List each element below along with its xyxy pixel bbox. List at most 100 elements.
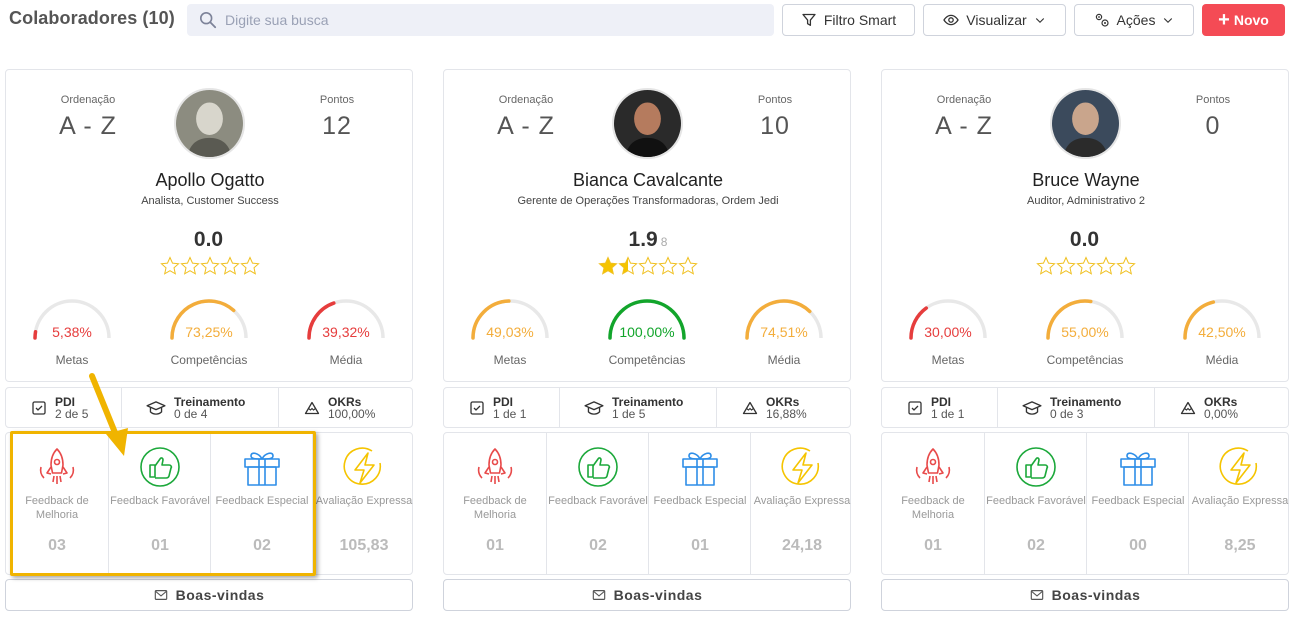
competencies-label: Competências [608,353,686,367]
progress-summary: PDI 2 de 5 Treinamento 0 de 4 OKRs 100,00% [5,387,413,428]
gauge-fill [170,299,236,340]
express-evaluation-tile[interactable]: Avaliação Expressa 24,18 [750,433,852,574]
card-summary[interactable]: Ordenação A - Z Pontos 10 Bianca Cavalca… [443,69,851,382]
favorable-feedback-tile[interactable]: Feedback Favorável 02 [984,433,1086,574]
okrs-value: 0,00% [1204,406,1239,421]
express-evaluation-score: 105,83 [339,537,389,554]
top-bar: Colaboradores (10) Filtro Smart Visualiz… [0,0,1289,40]
employee-name[interactable]: Bianca Cavalcante [572,170,724,190]
ordering-value: A - Z [935,112,993,140]
avatar-image [614,90,681,157]
average-percent: 74,51% [760,324,808,340]
employee-name[interactable]: Apollo Ogatto [155,170,265,190]
search-box[interactable] [187,4,774,36]
training-cell[interactable]: Treinamento 0 de 3 [997,388,1154,427]
pdi-cell[interactable]: PDI 1 de 1 [444,388,559,427]
gauge-track [33,299,111,339]
new-label: Novo [1233,12,1269,28]
mountain-icon [1180,401,1196,414]
employee-role: Auditor, Administrativo 2 [1026,195,1145,207]
chevron-down-icon [1035,18,1044,24]
improvement-feedback-tile[interactable]: Feedback de Melhoria 03 [6,433,108,574]
thumbs-up-icon [1016,447,1056,487]
okrs-cell[interactable]: OKRs 16,88% [716,388,850,427]
envelope-icon [1030,590,1043,600]
points-label: Pontos [757,94,793,106]
employee-name[interactable]: Bruce Wayne [1032,170,1140,190]
training-cell[interactable]: Treinamento 1 de 5 [559,388,716,427]
goals-percent: 30,00% [924,324,972,340]
star-icon [618,256,638,275]
card-summary[interactable]: Ordenação A - Z Pontos 0 Bruce Wayne Aud… [881,69,1289,382]
checkbox-icon [32,400,46,415]
average-label: Média [329,353,363,367]
welcome-button[interactable]: Boas-vindas [5,579,413,611]
chevron-down-icon [1164,18,1173,24]
improvement-feedback-tile[interactable]: Feedback de Melhoria 01 [882,433,984,574]
avatar-image [1052,90,1119,157]
smart-filter-button[interactable]: Filtro Smart [782,4,915,36]
favorable-feedback-tile[interactable]: Feedback Favorável 01 [108,433,210,574]
average-gauge[interactable]: 42,50% Média [1179,295,1265,370]
express-evaluation-tile[interactable]: Avaliação Expressa 105,83 [312,433,414,574]
thumbs-up-icon [578,447,618,487]
star-icon [1036,256,1056,275]
star-icon [1056,256,1076,275]
pdi-cell[interactable]: PDI 2 de 5 [6,388,121,427]
goals-gauge[interactable]: 49,03% Metas [467,295,553,370]
average-gauge[interactable]: 74,51% Média [741,295,827,370]
ordering-label: Ordenação [60,94,116,106]
goals-gauge[interactable]: 30,00% Metas [905,295,991,370]
average-gauge[interactable]: 39,32% Média [303,295,389,370]
special-feedback-tile[interactable]: Feedback Especial 02 [210,433,312,574]
average-percent: 42,50% [1198,324,1246,340]
envelope-icon [154,590,167,600]
arrow-icon [89,373,128,456]
pdi-value: 1 de 1 [493,406,527,421]
okrs-cell[interactable]: OKRs 100,00% [278,388,412,427]
star-icon [1116,256,1136,275]
special-feedback-count: 01 [691,537,709,554]
improvement-feedback-label: Feedback de Melhoria [25,495,89,521]
smart-filter-label: Filtro Smart [823,12,897,28]
graduation-cap-icon [1022,400,1042,415]
competencies-gauge[interactable]: 100,00% Competências [604,295,690,370]
mountain-icon [742,401,758,414]
pdi-cell[interactable]: PDI 1 de 1 [882,388,997,427]
lightning-icon [1219,447,1258,485]
special-feedback-count: 00 [1129,537,1147,554]
gift-icon [244,452,280,486]
card-summary[interactable]: Ordenação A - Z Pontos 12 Apollo Ogatto … [5,69,413,382]
rating-score-value: 0.0 [1069,228,1100,251]
star-icon [1076,256,1096,275]
special-feedback-tile[interactable]: Feedback Especial 00 [1086,433,1188,574]
welcome-button[interactable]: Boas-vindas [443,579,851,611]
competencies-gauge[interactable]: 55,00% Competências [1042,295,1128,370]
training-cell[interactable]: Treinamento 0 de 4 [121,388,278,427]
progress-summary: PDI 1 de 1 Treinamento 1 de 5 OKRs 16,88% [443,387,851,428]
rocket-icon [477,448,513,484]
competencies-gauge[interactable]: 73,25% Competências [166,295,252,370]
search-input[interactable] [225,12,745,28]
special-feedback-tile[interactable]: Feedback Especial 01 [648,433,750,574]
favorable-feedback-tile[interactable]: Feedback Favorável 02 [546,433,648,574]
welcome-label: Boas-vindas [1051,587,1141,603]
improvement-feedback-tile[interactable]: Feedback de Melhoria 01 [444,433,546,574]
goals-percent: 5,38% [52,324,92,340]
express-evaluation-tile[interactable]: Avaliação Expressa 8,25 [1188,433,1289,574]
training-value: 1 de 5 [612,406,646,421]
goals-gauge[interactable]: 5,38% Metas [29,295,115,370]
star-icon [160,256,180,275]
welcome-button[interactable]: Boas-vindas [881,579,1289,611]
competencies-label: Competências [1046,353,1124,367]
express-evaluation-label: Avaliação Expressa [315,495,413,507]
welcome-label: Boas-vindas [613,587,703,603]
view-button[interactable]: Visualizar [923,4,1066,36]
checkbox-icon [908,400,922,415]
actions-button[interactable]: Ações [1074,4,1194,36]
training-value: 0 de 3 [1050,406,1084,421]
feedback-panel: Feedback de Melhoria 01 Feedback Favoráv… [443,432,851,575]
new-button[interactable]: + Novo [1202,4,1285,36]
employee-card: Ordenação A - Z Pontos 12 Apollo Ogatto … [5,69,413,614]
okrs-cell[interactable]: OKRs 0,00% [1154,388,1288,427]
